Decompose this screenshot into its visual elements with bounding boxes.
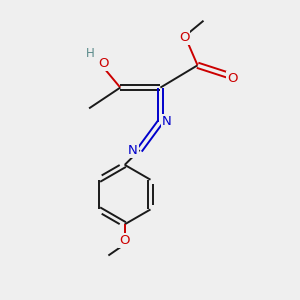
Text: H: H [86, 47, 95, 61]
Text: O: O [119, 234, 130, 247]
Text: O: O [98, 57, 108, 70]
Text: N: N [162, 115, 172, 128]
Text: N: N [128, 143, 138, 157]
Text: O: O [227, 72, 238, 85]
Text: O: O [179, 31, 189, 44]
